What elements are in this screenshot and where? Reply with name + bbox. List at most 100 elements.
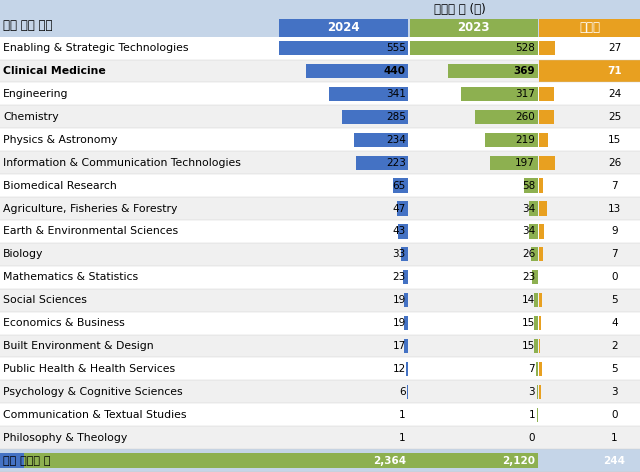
Bar bbox=[532, 270, 538, 284]
Text: 17: 17 bbox=[392, 341, 406, 351]
Bar bbox=[0, 243, 640, 266]
Text: 15: 15 bbox=[522, 341, 535, 351]
Bar bbox=[0, 174, 640, 197]
Text: 0: 0 bbox=[529, 433, 535, 443]
Bar bbox=[539, 339, 540, 353]
Text: 2,364: 2,364 bbox=[372, 455, 406, 465]
Bar bbox=[0, 335, 640, 357]
Text: 47: 47 bbox=[392, 203, 406, 213]
Bar bbox=[0, 151, 640, 174]
Bar bbox=[0, 37, 640, 59]
Bar bbox=[539, 202, 547, 216]
Text: 34: 34 bbox=[522, 227, 535, 236]
Text: 24: 24 bbox=[608, 89, 621, 99]
Text: 2,120: 2,120 bbox=[502, 455, 535, 465]
Text: 4: 4 bbox=[611, 318, 618, 328]
Bar bbox=[529, 224, 538, 238]
Text: Clinical Medicine: Clinical Medicine bbox=[3, 66, 106, 76]
Text: 27: 27 bbox=[608, 43, 621, 53]
Bar bbox=[0, 220, 640, 243]
Bar bbox=[0, 380, 640, 403]
Text: 7: 7 bbox=[611, 249, 618, 259]
Text: 15: 15 bbox=[608, 135, 621, 145]
Text: Built Environment & Design: Built Environment & Design bbox=[3, 341, 154, 351]
Bar bbox=[0, 357, 640, 380]
Bar bbox=[475, 110, 538, 124]
Bar bbox=[524, 178, 538, 193]
Text: Chemistry: Chemistry bbox=[3, 112, 59, 122]
Bar bbox=[448, 64, 538, 78]
Bar bbox=[539, 87, 554, 101]
Text: 9: 9 bbox=[611, 227, 618, 236]
Bar bbox=[279, 41, 408, 55]
Bar bbox=[539, 133, 548, 147]
Bar bbox=[490, 156, 538, 170]
Text: Biomedical Research: Biomedical Research bbox=[3, 181, 117, 191]
Bar bbox=[403, 270, 408, 284]
Bar bbox=[531, 247, 538, 261]
Text: 1: 1 bbox=[399, 410, 406, 420]
Text: 14: 14 bbox=[522, 295, 535, 305]
Bar bbox=[539, 247, 543, 261]
Text: Public Health & Health Services: Public Health & Health Services bbox=[3, 364, 175, 374]
Text: Social Sciences: Social Sciences bbox=[3, 295, 87, 305]
Text: 5: 5 bbox=[611, 295, 618, 305]
Text: 43: 43 bbox=[392, 227, 406, 236]
Text: 2: 2 bbox=[611, 341, 618, 351]
Text: 65: 65 bbox=[392, 181, 406, 191]
Text: 1: 1 bbox=[611, 433, 618, 443]
Text: Enabling & Strategic Technologies: Enabling & Strategic Technologies bbox=[3, 43, 189, 53]
Text: 528: 528 bbox=[515, 43, 535, 53]
Text: 전체 연구자 수: 전체 연구자 수 bbox=[3, 455, 51, 465]
Bar bbox=[398, 224, 408, 238]
Bar bbox=[539, 385, 541, 399]
Text: 15: 15 bbox=[522, 318, 535, 328]
Bar bbox=[539, 41, 556, 55]
Bar bbox=[354, 133, 408, 147]
Text: 555: 555 bbox=[386, 43, 406, 53]
Bar bbox=[329, 87, 408, 101]
Text: 197: 197 bbox=[515, 158, 535, 168]
Bar bbox=[0, 454, 408, 468]
Bar bbox=[404, 316, 408, 330]
Bar bbox=[534, 316, 538, 330]
Bar bbox=[410, 19, 538, 37]
Bar bbox=[410, 41, 538, 55]
Bar bbox=[537, 385, 538, 399]
Text: 440: 440 bbox=[384, 66, 406, 76]
Bar bbox=[534, 293, 538, 307]
Text: 7: 7 bbox=[611, 181, 618, 191]
Text: Economics & Business: Economics & Business bbox=[3, 318, 125, 328]
Bar bbox=[539, 224, 545, 238]
Bar bbox=[0, 266, 640, 289]
Text: Physics & Astronomy: Physics & Astronomy bbox=[3, 135, 118, 145]
Text: 219: 219 bbox=[515, 135, 535, 145]
Text: 25: 25 bbox=[608, 112, 621, 122]
Text: 369: 369 bbox=[513, 66, 535, 76]
Bar bbox=[342, 110, 408, 124]
Text: Engineering: Engineering bbox=[3, 89, 68, 99]
Bar bbox=[0, 289, 640, 312]
Text: Agriculture, Fisheries & Forestry: Agriculture, Fisheries & Forestry bbox=[3, 203, 177, 213]
Bar bbox=[406, 362, 408, 376]
Text: 연구 주제 분야: 연구 주제 분야 bbox=[3, 19, 52, 32]
Text: 2023: 2023 bbox=[458, 21, 490, 34]
Text: 223: 223 bbox=[386, 158, 406, 168]
Text: 317: 317 bbox=[515, 89, 535, 99]
Text: 7: 7 bbox=[529, 364, 535, 374]
Bar bbox=[539, 362, 542, 376]
Bar bbox=[0, 403, 640, 426]
Text: Mathematics & Statistics: Mathematics & Statistics bbox=[3, 272, 138, 282]
Text: 341: 341 bbox=[386, 89, 406, 99]
Text: 3: 3 bbox=[529, 387, 535, 397]
Bar bbox=[539, 316, 541, 330]
Bar bbox=[279, 19, 408, 37]
Bar bbox=[539, 178, 543, 193]
Text: 23: 23 bbox=[392, 272, 406, 282]
Text: Psychology & Cognitive Sciences: Psychology & Cognitive Sciences bbox=[3, 387, 183, 397]
Text: 3: 3 bbox=[611, 387, 618, 397]
Bar bbox=[401, 247, 408, 261]
Bar bbox=[539, 59, 640, 83]
Bar bbox=[461, 87, 538, 101]
Bar bbox=[397, 202, 408, 216]
